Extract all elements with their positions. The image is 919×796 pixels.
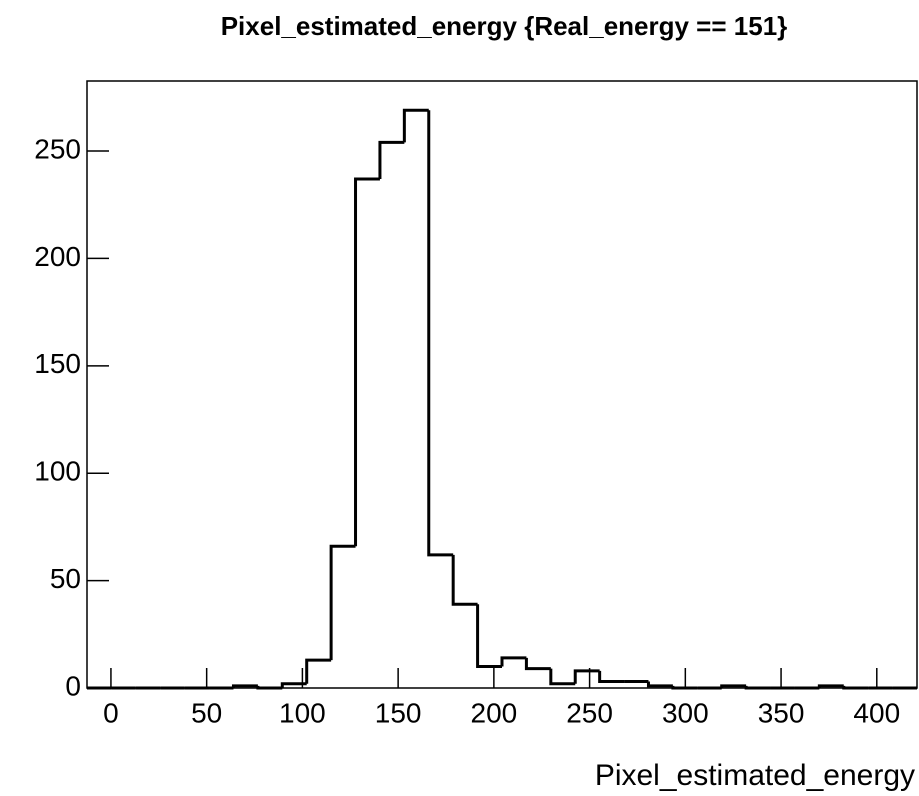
y-tick-label: 200 bbox=[34, 241, 81, 272]
histogram-bin bbox=[549, 668, 576, 686]
histogram-bin bbox=[402, 108, 429, 143]
histogram-bin bbox=[427, 110, 454, 557]
y-tick-label: 100 bbox=[34, 456, 81, 487]
histogram-bin bbox=[817, 684, 844, 688]
histogram-bin bbox=[378, 140, 405, 179]
x-tick-label: 50 bbox=[191, 697, 222, 728]
histogram-bin bbox=[842, 685, 869, 690]
histogram-bin bbox=[451, 554, 478, 606]
histogram-bin bbox=[231, 684, 258, 688]
y-tick-label: 250 bbox=[34, 133, 81, 164]
y-tick-label: 50 bbox=[50, 563, 81, 594]
histogram-bin bbox=[476, 604, 502, 669]
x-tick-label: 0 bbox=[103, 697, 119, 728]
x-tick-label: 150 bbox=[375, 697, 422, 728]
x-tick-label: 300 bbox=[662, 697, 709, 728]
y-tick-label: 0 bbox=[65, 670, 81, 701]
chart-title: Pixel_estimated_energy {Real_energy == 1… bbox=[221, 11, 788, 41]
x-tick-label: 200 bbox=[471, 697, 518, 728]
histogram-bin bbox=[524, 657, 551, 671]
histogram-bin bbox=[280, 682, 307, 688]
histogram-bin bbox=[598, 670, 625, 684]
x-tick-label: 350 bbox=[758, 697, 805, 728]
histogram-bin bbox=[305, 658, 332, 684]
x-tick-label: 100 bbox=[279, 697, 326, 728]
y-tick-label: 150 bbox=[34, 348, 81, 379]
histogram-bin bbox=[354, 177, 380, 547]
histogram-bin bbox=[744, 685, 771, 690]
histogram-bin bbox=[329, 544, 356, 661]
histogram-bin bbox=[500, 656, 527, 667]
x-tick-label: 400 bbox=[853, 697, 900, 728]
x-tick-label: 250 bbox=[566, 697, 613, 728]
plot-frame bbox=[86, 80, 918, 689]
histogram-bin bbox=[646, 681, 673, 688]
x-axis-label: Pixel_estimated_energy bbox=[595, 759, 915, 792]
histogram-bin bbox=[573, 669, 600, 684]
histogram-bin bbox=[720, 684, 747, 688]
histogram-bin bbox=[671, 685, 698, 690]
histogram-bin bbox=[256, 685, 283, 690]
